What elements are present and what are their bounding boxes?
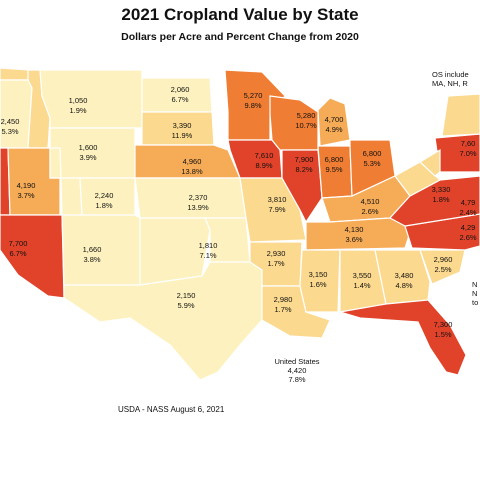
map-subtitle: Dollars per Acre and Percent Change from… bbox=[121, 31, 359, 43]
label-ne-change: 13.8% bbox=[181, 167, 203, 176]
label-mo-change: 7.9% bbox=[268, 205, 285, 214]
state-ny bbox=[441, 93, 480, 137]
map-title: 2021 Cropland Value by State bbox=[121, 5, 359, 24]
label-wi-change: 10.7% bbox=[295, 121, 317, 130]
label-wy-change: 3.9% bbox=[79, 153, 96, 162]
state-mn bbox=[224, 69, 286, 141]
us-total-name: United States bbox=[274, 357, 320, 366]
label-ky-change: 2.6% bbox=[361, 207, 378, 216]
label-in-value: 6,800 bbox=[325, 155, 344, 164]
label-nm-change: 7.1% bbox=[199, 251, 216, 260]
label-la-change: 1.7% bbox=[274, 305, 291, 314]
label-wv-value: 3,330 bbox=[432, 185, 451, 194]
state-labels: 2,450 5.3% 4,190 3.7% 7,700 6.7% 1,050 1… bbox=[1, 85, 477, 339]
label-ut-change: 1.8% bbox=[95, 201, 112, 210]
label-ar-change: 1.7% bbox=[267, 259, 284, 268]
label-nc-change: 2.6% bbox=[459, 233, 476, 242]
label-mi-value: 4,700 bbox=[325, 115, 344, 124]
label-ms-value: 3,150 bbox=[309, 270, 328, 279]
label-tx-value: 2,150 bbox=[177, 291, 196, 300]
label-il-change: 8.2% bbox=[295, 165, 312, 174]
label-tn-change: 3.6% bbox=[345, 235, 362, 244]
label-ky-value: 4,510 bbox=[361, 197, 380, 206]
source-credit: USDA - NASS August 6, 2021 bbox=[118, 405, 225, 414]
footnote-line-2: MA, NH, R bbox=[432, 79, 468, 88]
label-pa-value: 7,60 bbox=[461, 139, 476, 148]
edge-note: N N to bbox=[472, 280, 478, 307]
label-az-value: 7,700 bbox=[9, 239, 28, 248]
label-ar-value: 2,930 bbox=[267, 249, 286, 258]
label-sd-value: 3,390 bbox=[173, 121, 192, 130]
state-wa bbox=[0, 67, 31, 81]
state-fl bbox=[339, 299, 467, 376]
label-wi-value: 5,280 bbox=[297, 111, 316, 120]
us-total-box: United States 4,420 7.8% bbox=[262, 357, 332, 384]
label-nd-value: 2,060 bbox=[171, 85, 190, 94]
label-sc-value: 2,960 bbox=[434, 255, 453, 264]
label-wv-change: 1.8% bbox=[432, 195, 449, 204]
footnote-line-1: OS include bbox=[432, 70, 469, 79]
label-nd-change: 6.7% bbox=[171, 95, 188, 104]
label-al-value: 3,550 bbox=[353, 271, 372, 280]
label-il-value: 7,900 bbox=[295, 155, 314, 164]
label-ms-change: 1.6% bbox=[309, 280, 326, 289]
edge-note-line-1: N bbox=[472, 280, 478, 289]
label-mi-change: 4.9% bbox=[325, 125, 342, 134]
label-nc-value: 4,29 bbox=[461, 223, 476, 232]
label-co-value: 1,660 bbox=[83, 245, 102, 254]
label-tx-change: 5.9% bbox=[177, 301, 194, 310]
state-or bbox=[0, 79, 33, 149]
label-wy-value: 1,600 bbox=[79, 143, 98, 152]
label-mt-change: 1.9% bbox=[69, 106, 86, 115]
label-oh-value: 6,800 bbox=[363, 149, 382, 158]
label-ia-change: 8.9% bbox=[255, 161, 272, 170]
footnote-other-states: OS include MA, NH, R bbox=[432, 70, 469, 88]
label-sd-change: 11.9% bbox=[172, 131, 193, 140]
label-ne-value: 4,960 bbox=[183, 157, 202, 166]
label-az-change: 6.7% bbox=[9, 249, 26, 258]
label-la-value: 2,980 bbox=[274, 295, 293, 304]
state-mi bbox=[317, 97, 351, 147]
label-or-change: 5.3% bbox=[1, 127, 18, 136]
label-va-change: 2.4% bbox=[459, 208, 476, 217]
state-tx bbox=[63, 261, 263, 381]
edge-note-line-2: N bbox=[472, 289, 478, 298]
us-total-value: 4,420 bbox=[287, 366, 307, 375]
label-nv-value: 4,190 bbox=[17, 181, 36, 190]
state-ne bbox=[134, 144, 241, 179]
label-oh-change: 5.3% bbox=[363, 159, 380, 168]
label-fl-change: 1.5% bbox=[434, 330, 451, 339]
label-or-value: 2,450 bbox=[1, 117, 20, 126]
label-ut-value: 2,240 bbox=[95, 191, 114, 200]
state-tn bbox=[305, 217, 413, 251]
label-tn-value: 4,130 bbox=[345, 225, 364, 234]
label-pa-change: 7.0% bbox=[459, 149, 476, 158]
state-ne-strip bbox=[419, 148, 441, 177]
label-mn-value: 5,270 bbox=[244, 91, 263, 100]
state-mt bbox=[39, 69, 143, 129]
label-sc-change: 2.5% bbox=[434, 265, 451, 274]
label-in-change: 9.5% bbox=[325, 165, 342, 174]
label-co-change: 3.8% bbox=[83, 255, 100, 264]
label-ga-value: 3,480 bbox=[395, 271, 414, 280]
label-ks-value: 2,370 bbox=[189, 193, 208, 202]
label-mo-value: 3,810 bbox=[268, 195, 287, 204]
label-nv-change: 3.7% bbox=[17, 191, 34, 200]
label-ks-change: 13.9% bbox=[187, 203, 209, 212]
state-ms bbox=[299, 249, 341, 313]
label-al-change: 1.4% bbox=[353, 281, 370, 290]
label-ga-change: 4.8% bbox=[395, 281, 412, 290]
us-total-change: 7.8% bbox=[288, 375, 306, 384]
label-va-value: 4,79 bbox=[461, 198, 476, 207]
edge-note-line-3: to bbox=[472, 298, 479, 307]
label-ia-value: 7,610 bbox=[255, 151, 274, 160]
state-ga bbox=[374, 249, 431, 305]
label-mt-value: 1,050 bbox=[69, 96, 88, 105]
label-fl-value: 7,300 bbox=[434, 320, 453, 329]
label-nm-value: 1,810 bbox=[199, 241, 218, 250]
label-mn-change: 9.8% bbox=[244, 101, 261, 110]
